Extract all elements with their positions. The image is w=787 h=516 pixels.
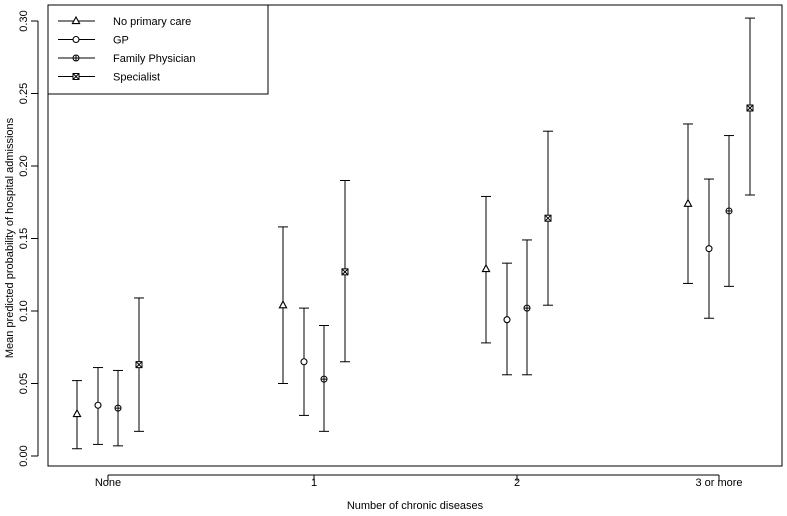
legend-marker bbox=[72, 73, 80, 80]
series-circle bbox=[93, 178, 714, 445]
data-point-d2 bbox=[544, 214, 552, 222]
legend-box bbox=[47, 4, 269, 95]
y-axis-title: Mean predicted probability of hospital a… bbox=[4, 117, 16, 358]
y-tick-label: 0.00 bbox=[18, 445, 30, 466]
y-axis: 0.00 0.05 0.10 0.15 0.20 0.25 0.30 bbox=[18, 10, 39, 467]
legend-item: Specialist bbox=[58, 72, 160, 84]
data-point bbox=[94, 401, 102, 409]
legend: No primary care GP Family Physician Special… bbox=[47, 4, 269, 95]
data-point-shape bbox=[72, 408, 82, 418]
y-tick-label: 0.15 bbox=[18, 228, 30, 249]
legend-label: Family Physician bbox=[113, 53, 196, 65]
data-point bbox=[300, 358, 308, 366]
legend-marker bbox=[72, 54, 80, 62]
series-triangle bbox=[72, 123, 693, 450]
legend-item: GP bbox=[58, 35, 129, 47]
data-point-d2 bbox=[341, 268, 349, 276]
data-marks bbox=[72, 17, 755, 450]
data-point-shape bbox=[278, 300, 288, 309]
x-axis: None 1 2 3 or more bbox=[95, 474, 743, 489]
x-tick-label: 1 bbox=[311, 477, 317, 489]
data-point bbox=[341, 268, 349, 276]
data-point bbox=[114, 404, 122, 412]
data-point-shape bbox=[94, 401, 102, 409]
series-plus bbox=[113, 135, 734, 447]
y-tick-label: 0.05 bbox=[18, 373, 30, 394]
series-cross bbox=[134, 17, 755, 432]
y-tick-label: 0.25 bbox=[18, 83, 30, 104]
plot-frame bbox=[47, 4, 783, 467]
data-point-d2 bbox=[746, 104, 754, 112]
data-point bbox=[544, 214, 552, 222]
legend-marker-shape bbox=[71, 15, 81, 25]
data-point-d2 bbox=[135, 361, 143, 369]
x-tick-label: None bbox=[95, 477, 121, 489]
data-point bbox=[523, 304, 531, 312]
data-point-shape bbox=[481, 263, 491, 273]
data-point-shape bbox=[705, 245, 713, 253]
x-tick-label: 2 bbox=[514, 477, 520, 489]
legend-label: Specialist bbox=[113, 72, 160, 84]
data-point bbox=[481, 263, 491, 273]
data-point-shape bbox=[683, 198, 693, 207]
data-point bbox=[135, 361, 143, 369]
data-point bbox=[503, 316, 511, 324]
data-point bbox=[320, 375, 328, 383]
data-point bbox=[725, 207, 733, 215]
legend-marker-d2 bbox=[72, 73, 80, 80]
data-point bbox=[705, 245, 713, 253]
data-point bbox=[72, 408, 82, 418]
data-point-shape bbox=[300, 358, 308, 366]
legend-marker-shape bbox=[72, 35, 80, 44]
y-tick-label: 0.10 bbox=[18, 300, 30, 321]
legend-item: No primary care bbox=[58, 15, 191, 28]
legend-item: Family Physician bbox=[58, 53, 196, 65]
x-axis-title: Number of chronic diseases bbox=[347, 500, 484, 512]
data-point bbox=[278, 300, 288, 309]
y-tick-label: 0.30 bbox=[18, 10, 30, 31]
y-tick-label: 0.20 bbox=[18, 155, 30, 176]
data-point bbox=[683, 198, 693, 207]
x-tick-label: 3 or more bbox=[695, 477, 742, 489]
legend-marker bbox=[72, 35, 80, 44]
data-point bbox=[746, 104, 754, 112]
data-point-shape bbox=[503, 316, 511, 324]
legend-label: GP bbox=[113, 35, 129, 47]
legend-label: No primary care bbox=[113, 16, 191, 28]
legend-marker bbox=[71, 15, 81, 25]
